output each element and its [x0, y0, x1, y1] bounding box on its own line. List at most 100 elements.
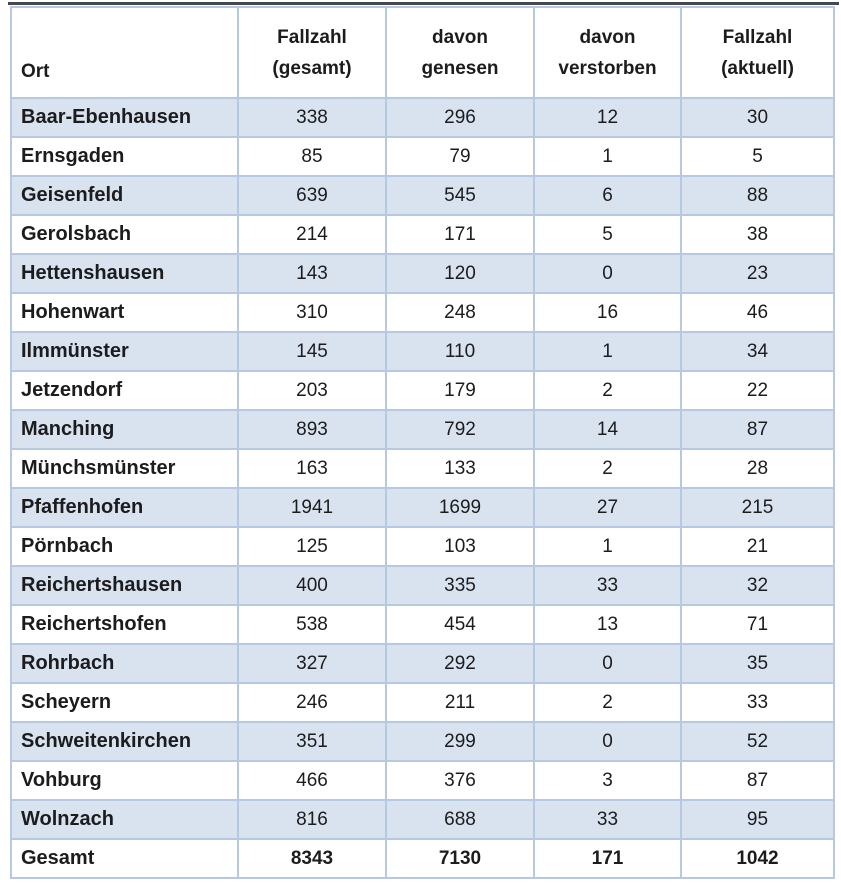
fallzahl-aktuell-cell: 87 [680, 760, 835, 801]
header-ort-label: Ort [21, 61, 50, 82]
fallzahl-aktuell-cell: 32 [680, 565, 835, 606]
table-row: Scheyern 246 211 2 33 [10, 682, 835, 723]
fallzahl-gesamt-cell: 816 [237, 799, 387, 840]
fallzahl-aktuell-cell: 21 [680, 526, 835, 567]
header-line: Fallzahl [722, 26, 793, 48]
davon-genesen-cell: 79 [385, 136, 535, 177]
davon-verstorben-cell: 0 [533, 643, 682, 684]
table-header: Ort Fallzahl (gesamt) davon genesen davo… [10, 6, 835, 99]
table-row: Pfaffenhofen 1941 1699 27 215 [10, 487, 835, 528]
fallzahl-gesamt-cell: 85 [237, 136, 387, 177]
fallzahl-aktuell-cell: 46 [680, 292, 835, 333]
header-ort: Ort [10, 6, 239, 99]
ort-cell: Ilmmünster [10, 331, 239, 372]
ort-cell: Wolnzach [10, 799, 239, 840]
table-row: Jetzendorf 203 179 2 22 [10, 370, 835, 411]
table-row: Reichertshausen 400 335 33 32 [10, 565, 835, 606]
davon-verstorben-cell: 1 [533, 136, 682, 177]
fallzahl-aktuell-cell: 28 [680, 448, 835, 489]
top-divider-rule [8, 2, 839, 5]
table-row: Manching 893 792 14 87 [10, 409, 835, 450]
ort-cell: Reichertshofen [10, 604, 239, 645]
table-row: Pörnbach 125 103 1 21 [10, 526, 835, 567]
table-row: Hettenshausen 143 120 0 23 [10, 253, 835, 294]
ort-cell: Geisenfeld [10, 175, 239, 216]
fallzahl-aktuell-cell: 88 [680, 175, 835, 216]
ort-cell: Pörnbach [10, 526, 239, 567]
fallzahl-gesamt-cell: 125 [237, 526, 387, 567]
fallzahl-gesamt-cell: 246 [237, 682, 387, 723]
davon-genesen-cell: 454 [385, 604, 535, 645]
davon-verstorben-cell: 5 [533, 214, 682, 255]
fallzahl-gesamt-cell: 538 [237, 604, 387, 645]
header-fallzahl-gesamt: Fallzahl (gesamt) [237, 6, 387, 99]
davon-genesen-cell: 1699 [385, 487, 535, 528]
davon-verstorben-cell: 27 [533, 487, 682, 528]
davon-verstorben-cell: 2 [533, 448, 682, 489]
davon-genesen-cell: 376 [385, 760, 535, 801]
fallzahl-aktuell-cell: 87 [680, 409, 835, 450]
davon-genesen-cell: 299 [385, 721, 535, 762]
table-row: Ernsgaden 85 79 1 5 [10, 136, 835, 177]
header-line: verstorben [558, 57, 657, 79]
fallzahl-gesamt-cell: 639 [237, 175, 387, 216]
davon-genesen-cell: 110 [385, 331, 535, 372]
davon-verstorben-cell: 33 [533, 565, 682, 606]
fallzahl-aktuell-cell: 71 [680, 604, 835, 645]
table-row: Ilmmünster 145 110 1 34 [10, 331, 835, 372]
fallzahl-aktuell-cell: 215 [680, 487, 835, 528]
davon-genesen-cell: 292 [385, 643, 535, 684]
davon-genesen-cell: 211 [385, 682, 535, 723]
total-row: Gesamt 8343 7130 171 1042 [10, 838, 835, 879]
fallzahl-aktuell-cell: 22 [680, 370, 835, 411]
davon-verstorben-cell: 2 [533, 370, 682, 411]
ort-cell: Baar-Ebenhausen [10, 97, 239, 138]
davon-verstorben-cell: 171 [533, 838, 682, 879]
fallzahl-aktuell-cell: 1042 [680, 838, 835, 879]
fallzahl-aktuell-cell: 38 [680, 214, 835, 255]
table-row: Reichertshofen 538 454 13 71 [10, 604, 835, 645]
davon-genesen-cell: 248 [385, 292, 535, 333]
header-line: Fallzahl [277, 26, 347, 48]
header-line: (aktuell) [721, 57, 794, 79]
fallzahl-aktuell-cell: 5 [680, 136, 835, 177]
ort-cell: Vohburg [10, 760, 239, 801]
davon-verstorben-cell: 33 [533, 799, 682, 840]
fallzahl-aktuell-cell: 35 [680, 643, 835, 684]
ort-cell: Münchsmünster [10, 448, 239, 489]
ort-cell: Schweitenkirchen [10, 721, 239, 762]
davon-genesen-cell: 545 [385, 175, 535, 216]
ort-cell: Ernsgaden [10, 136, 239, 177]
table-row: Rohrbach 327 292 0 35 [10, 643, 835, 684]
fallzahl-aktuell-cell: 23 [680, 253, 835, 294]
fallzahl-aktuell-cell: 30 [680, 97, 835, 138]
header-line: davon [432, 26, 488, 48]
fallzahl-gesamt-cell: 351 [237, 721, 387, 762]
davon-verstorben-cell: 0 [533, 721, 682, 762]
fallzahl-aktuell-cell: 34 [680, 331, 835, 372]
fallzahl-gesamt-cell: 8343 [237, 838, 387, 879]
table-body: Baar-Ebenhausen 338 296 12 30 Ernsgaden … [10, 97, 835, 879]
davon-verstorben-cell: 1 [533, 526, 682, 567]
fallzahl-gesamt-cell: 310 [237, 292, 387, 333]
table-row: Baar-Ebenhausen 338 296 12 30 [10, 97, 835, 138]
covid-cases-table: Ort Fallzahl (gesamt) davon genesen davo… [10, 6, 835, 879]
ort-cell: Pfaffenhofen [10, 487, 239, 528]
ort-cell: Hohenwart [10, 292, 239, 333]
fallzahl-gesamt-cell: 893 [237, 409, 387, 450]
header-fallzahl-aktuell: Fallzahl (aktuell) [680, 6, 835, 99]
fallzahl-gesamt-cell: 145 [237, 331, 387, 372]
header-davon-genesen: davon genesen [385, 6, 535, 99]
davon-verstorben-cell: 13 [533, 604, 682, 645]
davon-genesen-cell: 179 [385, 370, 535, 411]
header-line: (gesamt) [272, 57, 352, 79]
ort-cell: Scheyern [10, 682, 239, 723]
ort-cell: Manching [10, 409, 239, 450]
ort-cell: Jetzendorf [10, 370, 239, 411]
davon-verstorben-cell: 0 [533, 253, 682, 294]
table-row: Geisenfeld 639 545 6 88 [10, 175, 835, 216]
davon-verstorben-cell: 12 [533, 97, 682, 138]
ort-cell: Reichertshausen [10, 565, 239, 606]
fallzahl-gesamt-cell: 163 [237, 448, 387, 489]
davon-genesen-cell: 103 [385, 526, 535, 567]
